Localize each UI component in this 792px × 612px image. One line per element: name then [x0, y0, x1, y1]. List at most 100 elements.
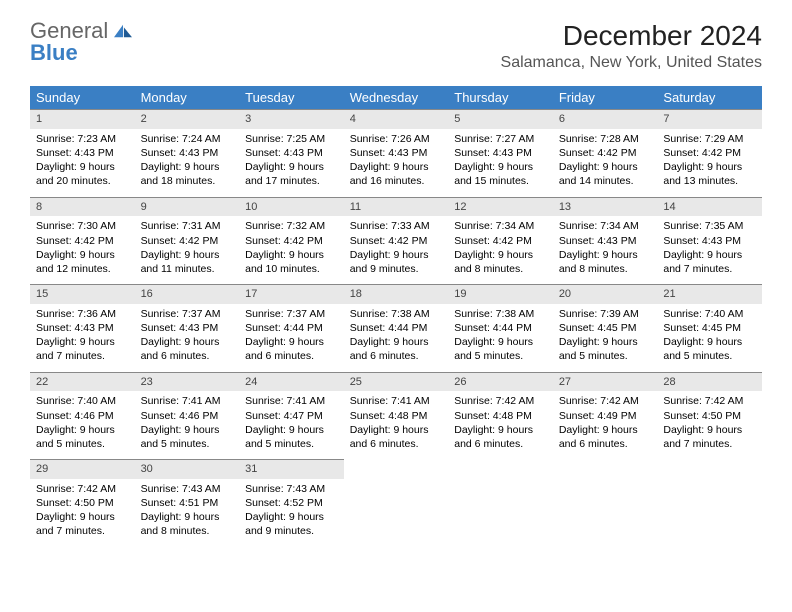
- sunrise-line: Sunrise: 7:38 AM: [350, 307, 443, 321]
- daylight-line: Daylight: 9 hours and 5 minutes.: [559, 335, 652, 363]
- calendar-day-cell: 12 Sunrise: 7:34 AMSunset: 4:42 PMDayligh…: [448, 197, 553, 285]
- daylight-line: Daylight: 9 hours and 11 minutes.: [141, 248, 234, 276]
- day-number: 29: [30, 459, 135, 479]
- day-number: 4: [344, 109, 449, 129]
- sunrise-line: Sunrise: 7:34 AM: [454, 219, 547, 233]
- sunrise-line: Sunrise: 7:24 AM: [141, 132, 234, 146]
- sunset-line: Sunset: 4:43 PM: [36, 321, 129, 335]
- day-number: 28: [657, 372, 762, 392]
- sunrise-line: Sunrise: 7:43 AM: [141, 482, 234, 496]
- calendar-day-cell: 11Sunrise: 7:33 AMSunset: 4:42 PMDayligh…: [344, 197, 449, 285]
- sunset-line: Sunset: 4:43 PM: [663, 234, 756, 248]
- calendar-day-cell: 28Sunrise: 7:42 AMSunset: 4:50 PMDayligh…: [657, 372, 762, 460]
- day-details: Sunrise: 7:43 AMSunset: 4:51 PMDaylight:…: [135, 479, 240, 547]
- sunrise-line: Sunrise: 7:41 AM: [141, 394, 234, 408]
- day-number: 16: [135, 284, 240, 304]
- sunset-line: Sunset: 4:43 PM: [559, 234, 652, 248]
- sunset-line: Sunset: 4:45 PM: [559, 321, 652, 335]
- day-details: Sunrise: 7:24 AMSunset: 4:43 PMDaylight:…: [135, 129, 240, 197]
- day-number: 26: [448, 372, 553, 392]
- location-subtitle: Salamanca, New York, United States: [501, 54, 762, 72]
- day-number: 27: [553, 372, 658, 392]
- sunset-line: Sunset: 4:45 PM: [663, 321, 756, 335]
- calendar-week-row: 15Sunrise: 7:36 AMSunset: 4:43 PMDayligh…: [30, 284, 762, 372]
- day-details: Sunrise: 7:35 AMSunset: 4:43 PMDaylight:…: [657, 216, 762, 284]
- sunrise-line: Sunrise: 7:35 AM: [663, 219, 756, 233]
- day-header-row: SundayMondayTuesdayWednesdayThursdayFrid…: [30, 86, 762, 109]
- brand-line2: Blue: [30, 40, 78, 65]
- day-number: 6: [553, 109, 658, 129]
- sunrise-line: Sunrise: 7:42 AM: [663, 394, 756, 408]
- sunset-line: Sunset: 4:46 PM: [141, 409, 234, 423]
- day-details: Sunrise: 7:42 AMSunset: 4:50 PMDaylight:…: [30, 479, 135, 547]
- day-number: 11: [344, 197, 449, 217]
- daylight-line: Daylight: 9 hours and 8 minutes.: [141, 510, 234, 538]
- calendar-week-row: 22Sunrise: 7:40 AMSunset: 4:46 PMDayligh…: [30, 372, 762, 460]
- sunrise-line: Sunrise: 7:25 AM: [245, 132, 338, 146]
- calendar-day-cell: 17Sunrise: 7:37 AMSunset: 4:44 PMDayligh…: [239, 284, 344, 372]
- sunset-line: Sunset: 4:42 PM: [36, 234, 129, 248]
- sunrise-line: Sunrise: 7:31 AM: [141, 219, 234, 233]
- daylight-line: Daylight: 9 hours and 7 minutes.: [663, 423, 756, 451]
- day-number: 2: [135, 109, 240, 129]
- sunset-line: Sunset: 4:52 PM: [245, 496, 338, 510]
- sunrise-line: Sunrise: 7:39 AM: [559, 307, 652, 321]
- sunrise-line: Sunrise: 7:32 AM: [245, 219, 338, 233]
- sunset-line: Sunset: 4:43 PM: [245, 146, 338, 160]
- sunset-line: Sunset: 4:43 PM: [141, 321, 234, 335]
- calendar-day-cell: 25Sunrise: 7:41 AMSunset: 4:48 PMDayligh…: [344, 372, 449, 460]
- day-details: Sunrise: 7:23 AMSunset: 4:43 PMDaylight:…: [30, 129, 135, 197]
- sunset-line: Sunset: 4:42 PM: [663, 146, 756, 160]
- daylight-line: Daylight: 9 hours and 6 minutes.: [350, 423, 443, 451]
- sunrise-line: Sunrise: 7:40 AM: [663, 307, 756, 321]
- daylight-line: Daylight: 9 hours and 5 minutes.: [663, 335, 756, 363]
- daylight-line: Daylight: 9 hours and 6 minutes.: [350, 335, 443, 363]
- brand-logo: General Blue: [30, 20, 132, 64]
- daylight-line: Daylight: 9 hours and 8 minutes.: [559, 248, 652, 276]
- day-details: Sunrise: 7:43 AMSunset: 4:52 PMDaylight:…: [239, 479, 344, 547]
- day-number: 19: [448, 284, 553, 304]
- daylight-line: Daylight: 9 hours and 8 minutes.: [454, 248, 547, 276]
- sunrise-line: Sunrise: 7:30 AM: [36, 219, 129, 233]
- daylight-line: Daylight: 9 hours and 5 minutes.: [245, 423, 338, 451]
- day-number: 13: [553, 197, 658, 217]
- sunset-line: Sunset: 4:51 PM: [141, 496, 234, 510]
- calendar-day-cell: 2Sunrise: 7:24 AMSunset: 4:43 PMDaylight…: [135, 109, 240, 197]
- day-details: Sunrise: 7:37 AMSunset: 4:43 PMDaylight:…: [135, 304, 240, 372]
- daylight-line: Daylight: 9 hours and 12 minutes.: [36, 248, 129, 276]
- day-number: 12: [448, 197, 553, 217]
- sunrise-line: Sunrise: 7:29 AM: [663, 132, 756, 146]
- sunset-line: Sunset: 4:42 PM: [350, 234, 443, 248]
- daylight-line: Daylight: 9 hours and 6 minutes.: [141, 335, 234, 363]
- day-details: Sunrise: 7:37 AMSunset: 4:44 PMDaylight:…: [239, 304, 344, 372]
- sunrise-line: Sunrise: 7:23 AM: [36, 132, 129, 146]
- day-details: Sunrise: 7:42 AMSunset: 4:49 PMDaylight:…: [553, 391, 658, 459]
- day-details: Sunrise: 7:34 AMSunset: 4:43 PMDaylight:…: [553, 216, 658, 284]
- daylight-line: Daylight: 9 hours and 16 minutes.: [350, 160, 443, 188]
- calendar-day-cell: 4Sunrise: 7:26 AMSunset: 4:43 PMDaylight…: [344, 109, 449, 197]
- sunset-line: Sunset: 4:43 PM: [141, 146, 234, 160]
- sunset-line: Sunset: 4:50 PM: [663, 409, 756, 423]
- day-number: 23: [135, 372, 240, 392]
- calendar-day-cell: 23Sunrise: 7:41 AMSunset: 4:46 PMDayligh…: [135, 372, 240, 460]
- day-details: Sunrise: 7:31 AMSunset: 4:42 PMDaylight:…: [135, 216, 240, 284]
- day-details: Sunrise: 7:33 AMSunset: 4:42 PMDaylight:…: [344, 216, 449, 284]
- sunset-line: Sunset: 4:49 PM: [559, 409, 652, 423]
- day-details: Sunrise: 7:41 AMSunset: 4:48 PMDaylight:…: [344, 391, 449, 459]
- calendar-week-row: 8Sunrise: 7:30 AMSunset: 4:42 PMDaylight…: [30, 197, 762, 285]
- day-details: Sunrise: 7:42 AMSunset: 4:50 PMDaylight:…: [657, 391, 762, 459]
- sunset-line: Sunset: 4:44 PM: [350, 321, 443, 335]
- day-details: Sunrise: 7:26 AMSunset: 4:43 PMDaylight:…: [344, 129, 449, 197]
- daylight-line: Daylight: 9 hours and 7 minutes.: [36, 335, 129, 363]
- sail-icon: [114, 24, 132, 38]
- sunrise-line: Sunrise: 7:34 AM: [559, 219, 652, 233]
- month-title: December 2024: [501, 20, 762, 52]
- calendar-day-cell: 14Sunrise: 7:35 AMSunset: 4:43 PMDayligh…: [657, 197, 762, 285]
- calendar-day-cell: ..: [448, 459, 553, 547]
- calendar-day-cell: 1Sunrise: 7:23 AMSunset: 4:43 PMDaylight…: [30, 109, 135, 197]
- day-header: Tuesday: [239, 86, 344, 109]
- sunset-line: Sunset: 4:42 PM: [454, 234, 547, 248]
- brand-text: General Blue: [30, 20, 132, 64]
- sunset-line: Sunset: 4:47 PM: [245, 409, 338, 423]
- sunset-line: Sunset: 4:48 PM: [350, 409, 443, 423]
